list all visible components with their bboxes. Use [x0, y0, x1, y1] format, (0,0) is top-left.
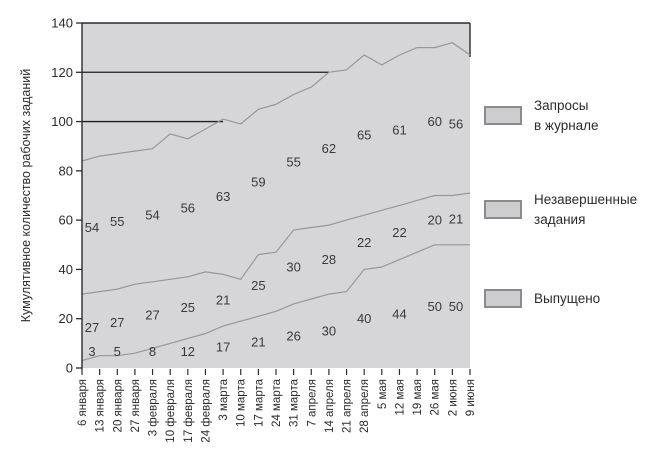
x-tick-label: 27 января	[130, 379, 142, 432]
y-tick-label: 120	[51, 65, 73, 80]
x-tick-label: 5 мая	[377, 379, 389, 409]
data-label-backlog: 59	[251, 174, 265, 189]
data-label-wip: 22	[392, 225, 406, 240]
data-label-wip: 20	[427, 213, 441, 228]
x-tick-label: 31 марта	[289, 378, 301, 427]
x-tick-label: 9 июня	[465, 379, 477, 416]
data-label-wip: 22	[357, 235, 371, 250]
data-label-released: 30	[322, 324, 336, 339]
x-tick-label: 7 апреля	[306, 379, 318, 427]
y-tick-label: 20	[59, 311, 73, 326]
legend-label-released: Выпущено	[534, 291, 601, 306]
x-tick-label: 14 апреля	[324, 379, 336, 433]
x-tick-label: 17 февраля	[183, 379, 195, 443]
data-label-backlog: 56	[181, 200, 195, 215]
y-tick-label: 60	[59, 213, 73, 228]
data-label-backlog: 65	[357, 128, 371, 143]
legend-item-backlog: Запросы в журнале	[484, 96, 599, 135]
data-label-backlog: 62	[322, 141, 336, 156]
x-tick-label: 6 января	[77, 379, 89, 426]
data-label-wip: 25	[181, 300, 195, 315]
data-label-released: 17	[216, 340, 230, 355]
data-label-wip: 25	[251, 278, 265, 293]
data-label-wip: 27	[85, 320, 99, 335]
x-tick-label: 28 апреля	[359, 379, 371, 433]
y-axis-title: Кумулятивное количество рабочих заданий	[19, 69, 33, 322]
data-label-wip: 28	[322, 252, 336, 267]
legend-item-wip: Незавершенные задания	[484, 190, 637, 229]
y-tick-label: 100	[51, 114, 73, 129]
data-label-released: 21	[251, 335, 265, 350]
data-label-released: 12	[181, 344, 195, 359]
x-tick-label: 10 февраля	[165, 379, 177, 443]
y-tick-label: 140	[51, 16, 73, 31]
data-label-wip: 30	[286, 259, 300, 274]
x-tick-label: 21 апреля	[342, 379, 354, 433]
wip-boundary-line	[81, 192, 471, 295]
data-label-backlog: 55	[110, 214, 124, 229]
data-label-backlog: 54	[85, 220, 99, 235]
y-tick-label: 40	[59, 262, 73, 277]
legend-label-wip: Незавершенные задания	[534, 192, 638, 227]
legend-item-released: Выпущено	[484, 289, 600, 309]
data-label-wip: 21	[449, 211, 463, 226]
data-label-backlog: 54	[145, 208, 159, 223]
x-tick-label: 19 мая	[412, 379, 424, 416]
data-label-released: 50	[449, 299, 463, 314]
y-tick-label: 0	[66, 361, 73, 376]
data-label-backlog: 63	[216, 189, 230, 204]
x-tick-label: 12 мая	[394, 379, 406, 416]
legend-swatch-backlog	[484, 106, 522, 126]
plot-area	[82, 23, 470, 368]
x-tick-label: 3 февраля	[148, 379, 160, 436]
legend-swatch-released	[484, 289, 522, 309]
data-label-released: 8	[149, 344, 156, 359]
data-label-released: 26	[286, 328, 300, 343]
data-label-backlog: 61	[392, 123, 406, 138]
data-label-backlog: 56	[449, 117, 463, 132]
data-label-backlog: 60	[427, 114, 441, 129]
data-label-released: 50	[427, 299, 441, 314]
x-tick-label: 24 февраля	[200, 379, 212, 443]
y-tick-label: 80	[59, 163, 73, 178]
data-label-released: 44	[392, 306, 406, 321]
legend: Запросы в журнале Незавершенные задания …	[484, 0, 653, 459]
x-tick-label: 13 января	[95, 379, 107, 432]
data-label-wip: 27	[145, 308, 159, 323]
data-label-wip: 27	[110, 315, 124, 330]
released-boundary-line	[81, 244, 470, 362]
data-label-released: 5	[114, 344, 121, 359]
data-label-wip: 21	[216, 293, 230, 308]
x-tick-label: 20 января	[112, 379, 124, 432]
data-label-released: 40	[357, 311, 371, 326]
x-tick-label: 3 марта	[218, 378, 230, 420]
x-tick-label: 10 марта	[236, 378, 248, 427]
backlog-boundary-line	[81, 42, 471, 162]
x-tick-label: 17 марта	[253, 378, 265, 427]
legend-swatch-wip	[484, 200, 522, 220]
legend-label-backlog: Запросы в журнале	[534, 98, 599, 133]
x-tick-label: 26 мая	[430, 379, 442, 416]
x-tick-label: 2 июня	[447, 379, 459, 416]
data-label-backlog: 55	[286, 155, 300, 170]
data-label-released: 3	[88, 344, 95, 359]
x-tick-label: 24 марта	[271, 378, 283, 427]
